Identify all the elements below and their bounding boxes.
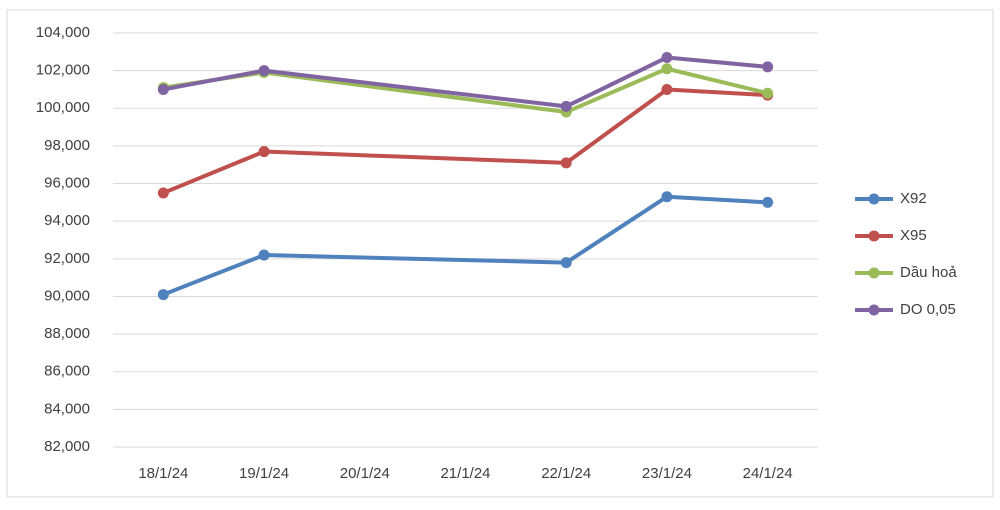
chart-frame — [6, 9, 994, 498]
legend-marker — [868, 304, 880, 316]
point — [258, 249, 270, 261]
x-tick-label: 18/1/24 — [138, 465, 188, 482]
legend-label: X95 — [900, 227, 927, 244]
legend-marker — [868, 267, 880, 279]
y-tick-label: 104,000 — [36, 24, 90, 41]
line-segment — [664, 66, 770, 96]
point — [661, 63, 673, 75]
line-segment — [564, 87, 669, 165]
line-segment — [161, 68, 267, 92]
legend-marker — [868, 230, 880, 242]
x-tick-label: 20/1/24 — [340, 465, 390, 482]
y-tick-label: 98,000 — [44, 137, 90, 154]
line-segment — [564, 194, 669, 265]
x-tick-label: 24/1/24 — [743, 465, 793, 482]
x-tick-label: 19/1/24 — [239, 465, 289, 482]
y-tick-label: 86,000 — [44, 363, 90, 380]
y-tick-label: 92,000 — [44, 250, 90, 267]
x-tick-label: 21/1/24 — [440, 465, 490, 482]
line-segment — [664, 87, 770, 98]
y-tick-label: 90,000 — [44, 287, 90, 304]
point — [762, 61, 774, 73]
point — [157, 83, 169, 95]
legend-label: X92 — [900, 190, 927, 207]
line-segment — [161, 149, 267, 195]
line-segment — [262, 70, 569, 115]
legend-label: DO 0,05 — [900, 301, 956, 318]
point — [157, 187, 169, 199]
line-segment — [564, 55, 669, 109]
point — [560, 257, 572, 269]
legend-marker — [868, 193, 880, 205]
x-tick-label: 22/1/24 — [541, 465, 591, 482]
point — [560, 100, 572, 112]
line-segment — [262, 253, 569, 265]
y-tick-label: 96,000 — [44, 175, 90, 192]
y-tick-label: 88,000 — [44, 325, 90, 342]
point — [762, 87, 774, 99]
y-tick-label: 94,000 — [44, 212, 90, 229]
point — [661, 83, 673, 95]
line-segment — [664, 55, 770, 69]
point — [560, 157, 572, 169]
y-tick-label: 84,000 — [44, 400, 90, 417]
x-tick-label: 23/1/24 — [642, 465, 692, 482]
line-segment — [664, 194, 770, 205]
point — [661, 191, 673, 203]
line-segment — [262, 149, 569, 165]
line-segment — [564, 66, 669, 115]
y-tick-label: 102,000 — [36, 62, 90, 79]
y-tick-label: 82,000 — [44, 438, 90, 455]
point — [661, 51, 673, 63]
point — [762, 196, 774, 208]
line-segment — [262, 68, 569, 109]
point — [258, 65, 270, 77]
y-tick-label: 100,000 — [36, 99, 90, 116]
point — [157, 289, 169, 301]
point — [258, 146, 270, 158]
legend-label: Dầu hoả — [900, 264, 957, 281]
line-segment — [161, 253, 267, 297]
